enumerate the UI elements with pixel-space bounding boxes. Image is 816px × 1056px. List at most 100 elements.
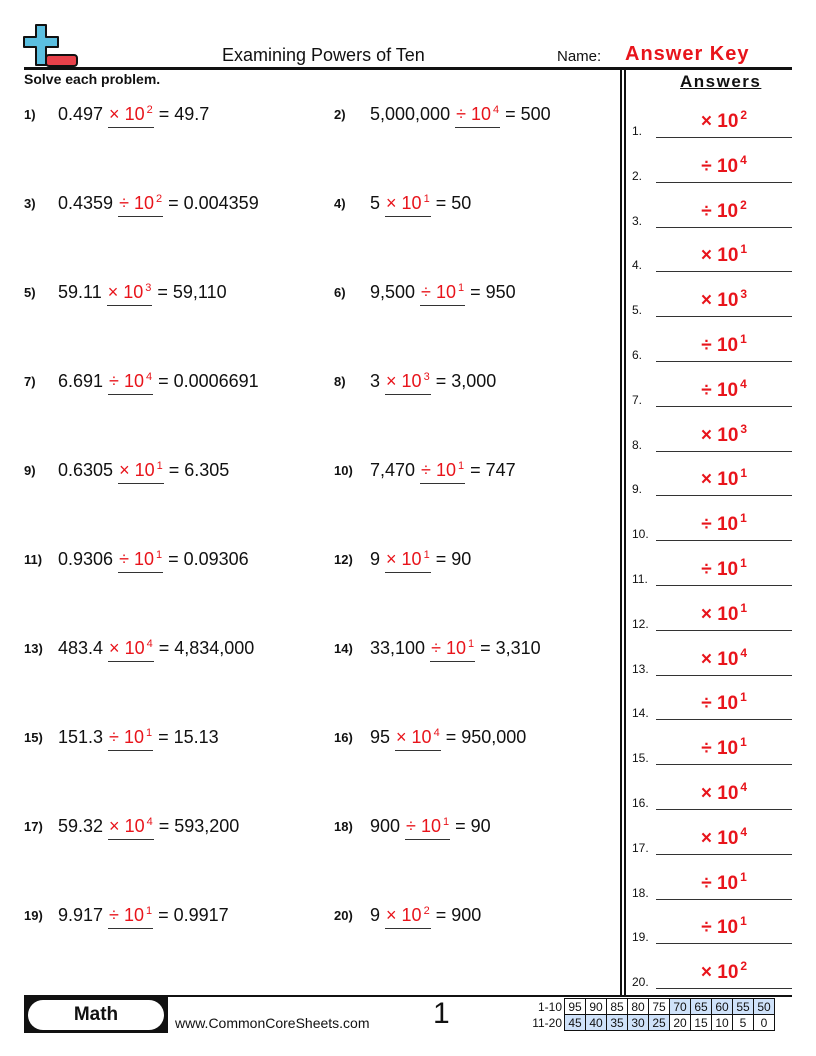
exponent: 1	[155, 549, 163, 561]
answer-row: 17. × 10 4	[632, 825, 792, 881]
operator: ÷	[701, 693, 717, 715]
power-base: 10	[716, 514, 739, 536]
power-base: 10	[716, 559, 739, 580]
answer-value: ÷ 10 4	[656, 153, 792, 178]
answer-blank: ÷ 10 1	[108, 905, 154, 929]
operator: ×	[109, 816, 125, 836]
answer-blank: × 10 4	[108, 816, 154, 840]
score-cell: 35	[606, 1014, 628, 1031]
exponent: 2	[740, 108, 748, 122]
answer-number: 17.	[632, 840, 649, 855]
problem-expression: 95 × 10 4 = 950,000	[370, 727, 526, 751]
answer-value: × 10 1	[656, 242, 792, 267]
score-table: 1-10 95 90 85 80 75 70 65 60 55 50 11-20 45 40 35 30 25 2…	[528, 998, 775, 1031]
power-base: 10	[717, 245, 739, 267]
operator: ÷	[109, 371, 124, 391]
operator: ÷	[701, 738, 717, 760]
problem-number: 9)	[24, 463, 36, 478]
answer-blank: ÷ 10 1	[108, 727, 154, 751]
exponent: 2	[423, 905, 430, 917]
score-cell: 30	[627, 1014, 649, 1031]
operator: ÷	[701, 200, 717, 222]
exponent: 3	[740, 287, 748, 302]
score-cell: 75	[648, 998, 670, 1015]
answer-number: 18.	[632, 885, 649, 900]
problem-operand: 0.4359	[58, 193, 119, 213]
answer-row: 13. × 10 4	[632, 646, 792, 702]
operator: ×	[700, 424, 718, 446]
answer-line	[656, 271, 792, 273]
exponent: 1	[156, 460, 163, 472]
answer-blank: ÷ 10 1	[420, 282, 466, 306]
problem-number: 3)	[24, 196, 36, 211]
answer-value: ÷ 10 1	[656, 332, 792, 357]
website-link[interactable]: www.CommonCoreSheets.com	[175, 1015, 370, 1031]
exponent: 1	[740, 332, 747, 346]
answer-number: 9.	[632, 482, 643, 497]
problem-result: = 900	[430, 905, 482, 925]
answer-line	[656, 316, 792, 318]
problem-expression: 9 × 10 2 = 900	[370, 905, 481, 929]
problem-number: 8)	[334, 374, 346, 389]
answer-row: 6. ÷ 10 1	[632, 332, 792, 388]
exponent: 2	[740, 959, 748, 974]
answer-line	[656, 898, 792, 900]
answer-line	[656, 137, 792, 138]
answer-row: 1. × 10 2	[632, 108, 792, 164]
operator: ×	[109, 104, 125, 124]
answer-blank: ÷ 10 4	[108, 371, 154, 395]
problem-result: = 0.9917	[153, 905, 229, 925]
problem-expression: 59.32 × 10 4 = 593,200	[58, 816, 239, 840]
problem-number: 1)	[24, 107, 36, 122]
exponent: 1	[740, 690, 747, 705]
power-base: 10	[420, 816, 441, 836]
operator: ÷	[701, 379, 717, 401]
problem-expression: 9.917 ÷ 10 1 = 0.9917	[58, 905, 229, 929]
answer-number: 19.	[632, 930, 649, 945]
answer-blank: ÷ 10 1	[405, 816, 451, 840]
exponent: 4	[740, 645, 748, 660]
exponent: 1	[740, 556, 747, 570]
problem-operand: 3	[370, 371, 386, 391]
answer-blank: ÷ 10 1	[118, 549, 164, 573]
name-label: Name:	[557, 48, 602, 65]
score-cell: 65	[690, 998, 712, 1015]
score-cell: 85	[606, 998, 628, 1015]
problem-operand: 95	[370, 727, 396, 747]
power-base: 10	[717, 648, 739, 670]
answer-number: 2.	[632, 168, 643, 183]
column-divider	[624, 70, 626, 996]
answer-value: ÷ 10 2	[656, 198, 792, 223]
answer-number: 5.	[632, 303, 643, 318]
score-cell: 15	[690, 1014, 712, 1031]
problem-expression: 5 × 10 1 = 50	[370, 193, 471, 217]
problem-result: = 593,200	[153, 816, 240, 836]
exponent: 4	[740, 824, 748, 839]
operator: ×	[700, 648, 718, 670]
answer-value: × 10 3	[656, 287, 792, 312]
problem-number: 20)	[334, 908, 353, 923]
answer-line	[656, 719, 792, 721]
answer-line	[656, 809, 792, 810]
score-cell: 20	[669, 1014, 691, 1031]
operator: ×	[386, 193, 402, 213]
answer-value: × 10 4	[656, 780, 792, 805]
problem-expression: 7,470 ÷ 10 1 = 747	[370, 460, 516, 484]
answer-value: × 10 2	[656, 108, 792, 133]
answer-row: 8. × 10 3	[632, 422, 792, 478]
answer-row: 20. × 10 2	[632, 959, 792, 1015]
answer-number: 15.	[632, 751, 649, 766]
power-base: 10	[716, 335, 739, 356]
answer-blank: × 10 3	[106, 282, 153, 306]
problem-result: = 90	[430, 549, 472, 569]
operator: ÷	[456, 104, 471, 124]
problem-expression: 900 ÷ 10 1 = 90	[370, 816, 491, 840]
power-base: 10	[717, 469, 739, 491]
problem-expression: 3 × 10 3 = 3,000	[370, 371, 496, 395]
power-base: 10	[717, 783, 739, 804]
power-base: 10	[717, 827, 739, 849]
answer-value: ÷ 10 1	[656, 556, 792, 581]
exponent: 4	[493, 104, 500, 116]
power-base: 10	[716, 200, 739, 222]
exponent: 3	[740, 421, 748, 436]
